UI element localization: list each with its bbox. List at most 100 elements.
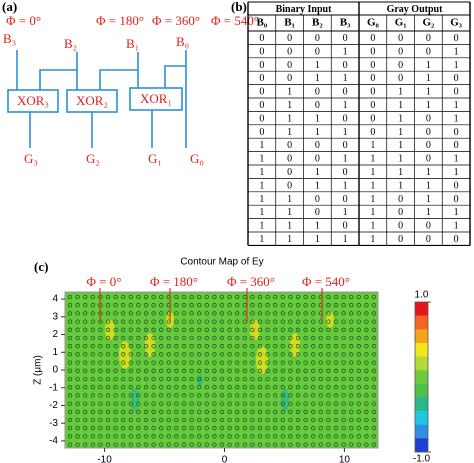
hole <box>295 344 301 349</box>
hole <box>318 409 323 414</box>
hole <box>295 327 301 332</box>
hole <box>204 442 209 447</box>
hole <box>174 368 179 373</box>
cell: 0 <box>454 33 459 44</box>
hole <box>333 360 339 365</box>
gate-label: XOR₁ <box>140 91 172 106</box>
hole <box>235 434 240 439</box>
hole <box>189 393 194 398</box>
hole <box>341 303 346 308</box>
hole <box>159 426 164 431</box>
hole <box>326 303 331 308</box>
cell: 1 <box>287 100 292 111</box>
hole <box>75 368 80 373</box>
hole <box>181 417 187 423</box>
hole <box>257 385 263 390</box>
cell: 1 <box>287 87 292 98</box>
hole <box>219 352 225 357</box>
hole <box>356 401 361 406</box>
hole <box>295 417 301 423</box>
hole <box>90 434 95 439</box>
hole <box>341 368 346 373</box>
cell: 1 <box>398 140 403 151</box>
hole <box>105 409 111 414</box>
hole <box>303 352 308 357</box>
hole <box>349 319 354 324</box>
y-tick-label: -3 <box>49 418 58 429</box>
hole <box>197 294 202 300</box>
cell: 1 <box>287 207 292 218</box>
hole <box>67 303 73 308</box>
hole <box>113 335 118 341</box>
hole <box>90 303 95 308</box>
hole <box>280 393 285 398</box>
hole <box>303 376 308 382</box>
hole <box>166 417 171 423</box>
hole <box>341 327 346 332</box>
hole <box>356 360 361 365</box>
hole <box>105 393 111 398</box>
hole <box>265 294 270 300</box>
hole <box>227 434 232 439</box>
hole <box>295 393 301 398</box>
hole <box>113 360 118 365</box>
hole <box>280 442 285 447</box>
hole <box>242 344 247 349</box>
hole <box>75 376 80 382</box>
hole <box>311 352 316 357</box>
cell: 0 <box>315 154 320 165</box>
cell: 0 <box>343 33 348 44</box>
hole <box>159 368 164 373</box>
hole <box>174 303 179 308</box>
hole <box>204 426 209 431</box>
cell: 0 <box>259 87 264 98</box>
cell: 1 <box>343 46 348 57</box>
hole <box>257 442 263 447</box>
hole <box>113 426 118 431</box>
hole <box>166 335 171 341</box>
hole <box>371 442 377 447</box>
hole <box>295 319 301 324</box>
cell: 0 <box>287 33 292 44</box>
hole <box>113 311 118 316</box>
hole <box>356 352 361 357</box>
hole <box>121 303 126 308</box>
hole <box>341 426 346 431</box>
hole <box>280 294 285 300</box>
hole <box>121 442 126 447</box>
cell: 0 <box>315 87 320 98</box>
cell: 1 <box>343 100 348 111</box>
cell: 1 <box>398 100 403 111</box>
hole <box>371 294 377 300</box>
cell: 0 <box>343 221 348 232</box>
hole <box>371 303 377 308</box>
cell: 0 <box>259 113 264 124</box>
hole <box>280 311 285 316</box>
hole <box>105 311 111 316</box>
hole <box>128 327 133 332</box>
hole <box>136 311 141 316</box>
hole <box>295 434 301 439</box>
hole <box>166 368 171 373</box>
hole <box>121 327 126 332</box>
hole <box>113 294 118 300</box>
hole <box>136 327 141 332</box>
hole <box>242 426 247 431</box>
group-header: Gray Output <box>387 4 444 15</box>
hole <box>98 401 103 406</box>
gate-box <box>7 89 59 113</box>
hole <box>356 303 361 308</box>
hole <box>265 409 270 414</box>
hole <box>235 319 240 324</box>
hole <box>364 335 369 341</box>
hole <box>128 319 133 324</box>
cell: 1 <box>259 140 264 151</box>
hole <box>151 401 156 406</box>
cell: 0 <box>315 33 320 44</box>
y-tick-label: -2 <box>49 400 58 411</box>
hole <box>113 303 118 308</box>
phase-label: Φ = 180° <box>150 274 198 289</box>
hole <box>364 344 369 349</box>
hole <box>250 344 255 349</box>
hole <box>98 376 103 382</box>
